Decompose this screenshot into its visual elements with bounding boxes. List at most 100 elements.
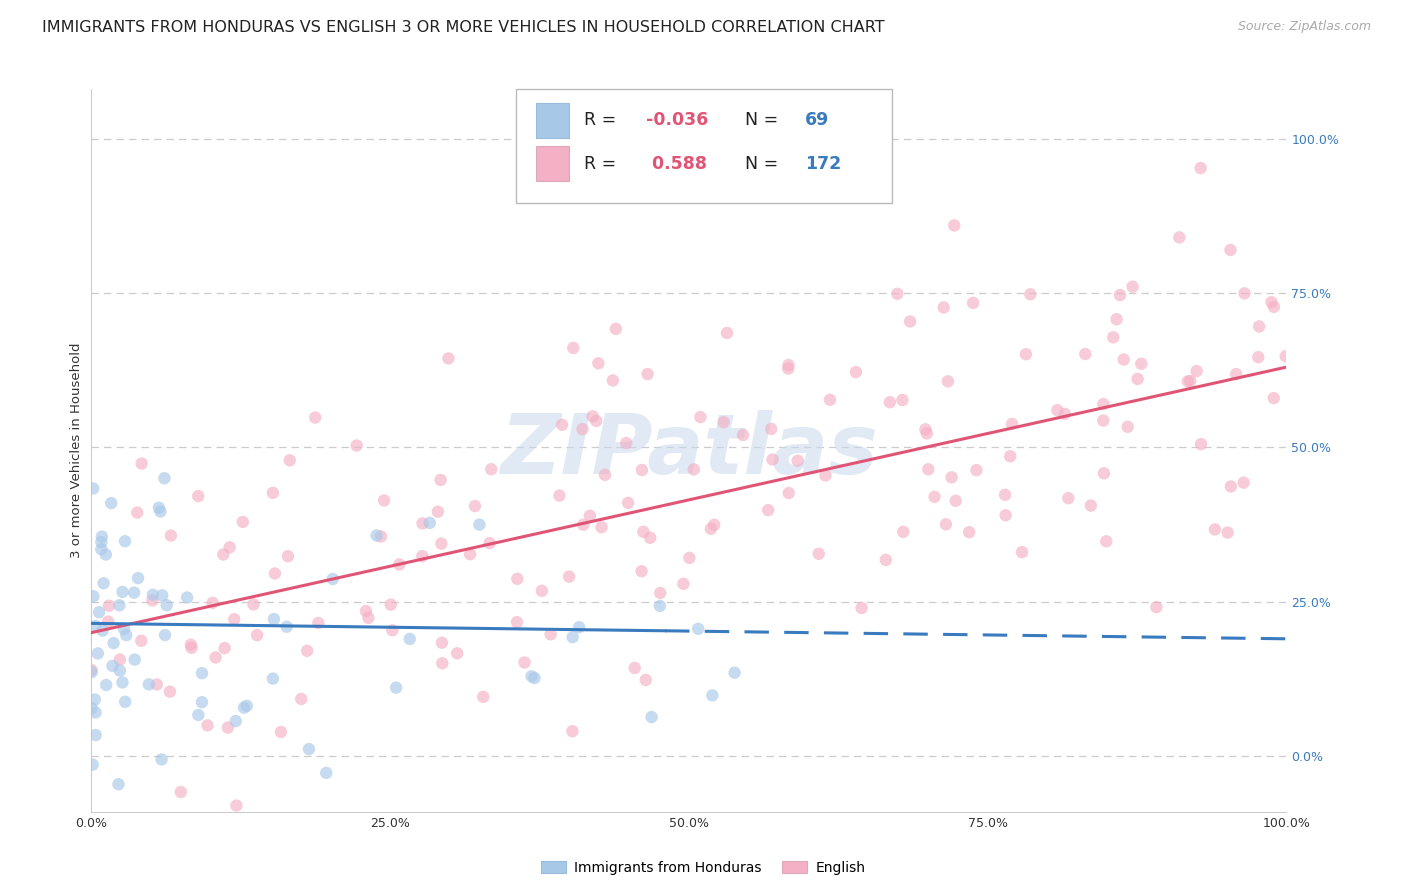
Point — [945, 493, 967, 508]
Point — [523, 671, 546, 685]
Point — [637, 367, 659, 381]
Point — [150, 752, 173, 766]
Point — [277, 549, 299, 564]
Point — [1263, 300, 1285, 314]
Text: Source: ZipAtlas.com: Source: ZipAtlas.com — [1237, 20, 1371, 33]
Point — [93, 576, 115, 591]
Point — [957, 525, 980, 540]
Point — [1074, 347, 1097, 361]
Point — [713, 415, 735, 429]
Point — [191, 695, 214, 709]
Legend: Immigrants from Honduras, English: Immigrants from Honduras, English — [534, 855, 872, 880]
Point — [1001, 417, 1024, 431]
Point — [579, 508, 602, 523]
Point — [127, 571, 149, 585]
Point — [90, 542, 112, 557]
Point — [295, 644, 318, 658]
Point — [778, 361, 800, 376]
Point — [1189, 161, 1212, 175]
Point — [201, 596, 224, 610]
Point — [1168, 230, 1191, 244]
Point — [232, 515, 254, 529]
Point — [446, 646, 468, 660]
Point — [915, 426, 938, 441]
Text: 0.588: 0.588 — [645, 154, 707, 173]
Point — [472, 690, 495, 704]
Point — [94, 548, 117, 562]
Point — [122, 585, 145, 599]
Point — [689, 410, 711, 425]
Point — [962, 296, 984, 310]
Point — [998, 450, 1021, 464]
Point — [1126, 372, 1149, 386]
Point — [688, 622, 710, 636]
Text: ZIPatlas: ZIPatlas — [501, 410, 877, 491]
Point — [264, 566, 287, 581]
Point — [153, 471, 176, 485]
Point — [1095, 534, 1118, 549]
Point — [373, 493, 395, 508]
Point — [786, 454, 808, 468]
Point — [91, 624, 114, 638]
Point — [1263, 391, 1285, 405]
Point — [225, 714, 247, 728]
Point — [540, 627, 562, 641]
Text: N =: N = — [745, 112, 785, 129]
Point — [108, 652, 131, 666]
Point — [845, 365, 868, 379]
Point — [146, 677, 169, 691]
Point — [217, 721, 239, 735]
Point — [561, 630, 583, 644]
Point — [354, 604, 377, 618]
Point — [778, 486, 800, 500]
Point — [430, 536, 453, 550]
Point — [114, 695, 136, 709]
Point — [224, 612, 246, 626]
Point — [761, 422, 783, 436]
Point — [127, 506, 149, 520]
Point — [90, 530, 112, 544]
Point — [1015, 347, 1038, 361]
Point — [1080, 499, 1102, 513]
Point — [891, 524, 914, 539]
Point — [426, 505, 449, 519]
Point — [548, 489, 571, 503]
Point — [1092, 467, 1115, 481]
Text: R =: R = — [583, 154, 621, 173]
Point — [585, 414, 607, 428]
Point — [96, 678, 118, 692]
Point — [631, 463, 654, 477]
Point — [468, 517, 491, 532]
Point — [591, 520, 613, 534]
FancyBboxPatch shape — [536, 146, 569, 181]
Point — [917, 462, 939, 476]
Point — [124, 652, 146, 666]
Point — [898, 314, 921, 328]
Point — [322, 572, 344, 586]
Point — [419, 516, 441, 530]
Point — [506, 572, 529, 586]
Point — [703, 517, 725, 532]
Text: 69: 69 — [804, 112, 830, 129]
Point — [370, 529, 392, 543]
Point — [187, 489, 209, 503]
Point — [602, 374, 624, 388]
Point — [84, 706, 107, 720]
Point — [723, 665, 745, 680]
Point — [366, 528, 388, 542]
Point — [1019, 287, 1042, 301]
Point — [298, 742, 321, 756]
Point — [678, 550, 700, 565]
Point — [551, 417, 574, 432]
Point — [640, 710, 662, 724]
Point — [1092, 397, 1115, 411]
Point — [380, 598, 402, 612]
Point — [191, 666, 214, 681]
Point — [290, 692, 312, 706]
Point — [107, 777, 129, 791]
Point — [149, 504, 172, 518]
Text: N =: N = — [745, 154, 785, 173]
Point — [700, 522, 723, 536]
Point — [1130, 357, 1153, 371]
Text: R =: R = — [583, 112, 621, 129]
